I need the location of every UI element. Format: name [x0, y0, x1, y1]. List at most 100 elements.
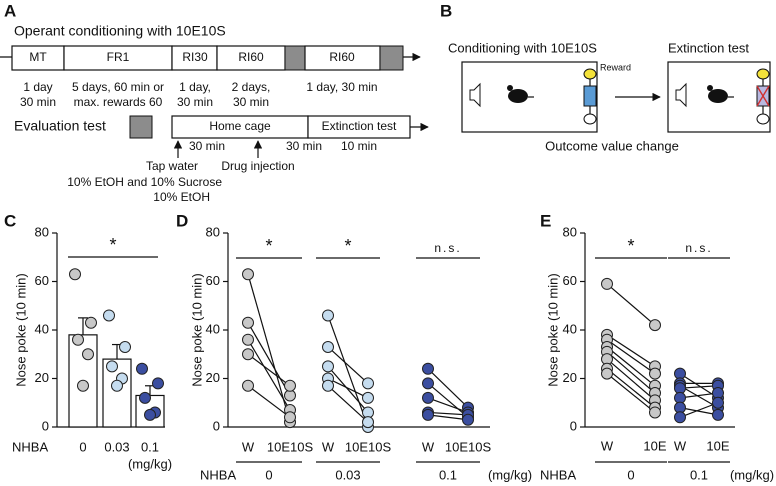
group-label: 0.1 — [439, 467, 457, 482]
y-tick-label: 0 — [213, 418, 220, 433]
condition-label: 10E10S — [445, 439, 492, 454]
phase-label: RI30 — [182, 50, 208, 64]
panel-a: A Operant conditioning with 10E10S MT FR… — [0, 1, 429, 204]
caption: Outcome value change — [545, 138, 679, 153]
phase-label: MT — [29, 50, 47, 64]
speaker — [675, 82, 687, 108]
y-tick-label: 40 — [206, 321, 220, 336]
stage-label: Home cage — [209, 119, 271, 133]
data-point — [242, 379, 254, 392]
data-point — [674, 411, 686, 424]
pair-line — [679, 385, 719, 389]
pair-line — [427, 382, 469, 418]
mouse — [507, 85, 513, 91]
group-label: 0.1 — [690, 467, 708, 482]
phase-label: RI60 — [329, 50, 355, 64]
y-axis-label: Nose poke (10 min) — [545, 273, 560, 386]
condition-label: W — [322, 439, 335, 454]
mouse — [508, 89, 528, 103]
panel-letter: B — [440, 1, 452, 20]
data-point — [119, 340, 131, 353]
event-label: Drug injection — [221, 159, 294, 173]
stage-box — [307, 115, 411, 139]
data-point — [242, 268, 254, 281]
port — [583, 113, 597, 125]
data-point — [111, 379, 123, 392]
data-point — [69, 268, 81, 281]
data-point — [322, 379, 334, 392]
cross — [756, 85, 770, 107]
pair-line — [427, 368, 469, 409]
data-point — [422, 362, 434, 375]
y-tick-label: 20 — [206, 370, 220, 385]
data-point — [601, 277, 613, 290]
phase-detail: 2 days, — [232, 80, 271, 94]
y-tick-label: 80 — [35, 224, 49, 239]
y-axis-label: Nose poke (10 min) — [13, 273, 28, 386]
significance: n.s. — [434, 241, 461, 255]
charts: C 0 20 40 60 80 Nose poke (10 min) NHBA 0 0.03 0.1… — [4, 211, 774, 482]
evaluation-title: Evaluation test — [14, 118, 106, 134]
phase-detail: 30 min — [20, 95, 56, 109]
duration: 30 min — [189, 139, 225, 153]
significance: * — [344, 236, 351, 256]
data-point — [322, 309, 334, 322]
data-point — [85, 316, 97, 329]
data-point — [712, 396, 724, 409]
port — [756, 113, 770, 125]
data-point — [362, 377, 374, 390]
x-tick-label: 0.1 — [141, 439, 159, 454]
data-point — [322, 360, 334, 373]
x-axis-label: NHBA — [540, 467, 576, 482]
data-point — [242, 316, 254, 329]
data-point — [712, 408, 724, 421]
y-tick-label: 0 — [42, 418, 49, 433]
pair-line — [606, 373, 656, 413]
phase-label: RI60 — [238, 50, 264, 64]
phase-detail: 30 min — [233, 95, 269, 109]
pair-line — [679, 407, 719, 416]
group-label: 0 — [627, 467, 634, 482]
pair-line — [606, 368, 656, 409]
duration: 10 min — [341, 139, 377, 153]
y-tick-label: 20 — [35, 370, 49, 385]
data-point — [362, 416, 374, 429]
data-point — [106, 360, 118, 373]
significance: * — [109, 235, 116, 255]
pair-line — [427, 414, 469, 421]
significance: * — [627, 236, 634, 256]
significance: n.s. — [685, 241, 712, 255]
phase-detail: 5 days, 60 min or — [72, 80, 164, 94]
condition-label: 10E — [706, 438, 729, 453]
phase-detail: max. rewards 60 — [74, 95, 163, 109]
panel-b: B Conditioning with 10E10S Extinction te… — [440, 1, 771, 153]
test-box — [379, 45, 404, 71]
data-point — [72, 333, 84, 346]
panel-letter: A — [4, 1, 16, 20]
data-point — [82, 348, 94, 361]
pair-line — [679, 402, 719, 418]
pair-line — [247, 385, 291, 418]
data-point — [284, 411, 296, 424]
pair-line — [327, 385, 369, 423]
y-tick-label: 40 — [35, 321, 49, 336]
y-tick-label: 80 — [563, 224, 577, 239]
condition-label: 10E10S — [345, 439, 392, 454]
pair-line — [679, 392, 719, 399]
pair-line — [327, 365, 369, 413]
data-point — [242, 348, 254, 361]
test-box — [129, 115, 153, 139]
data-point — [649, 367, 661, 380]
data-point — [422, 391, 434, 404]
data-point — [284, 379, 296, 392]
pair-line — [606, 334, 656, 367]
phase-box — [63, 45, 173, 71]
significance: * — [265, 236, 272, 256]
pair-line — [606, 346, 656, 387]
x-axis-label: NHBA — [12, 439, 48, 454]
data-point — [242, 333, 254, 346]
mouse — [707, 85, 713, 91]
duration: 30 min — [286, 139, 322, 153]
reward-label: Reward — [600, 62, 631, 72]
condition-label: W — [242, 439, 255, 454]
